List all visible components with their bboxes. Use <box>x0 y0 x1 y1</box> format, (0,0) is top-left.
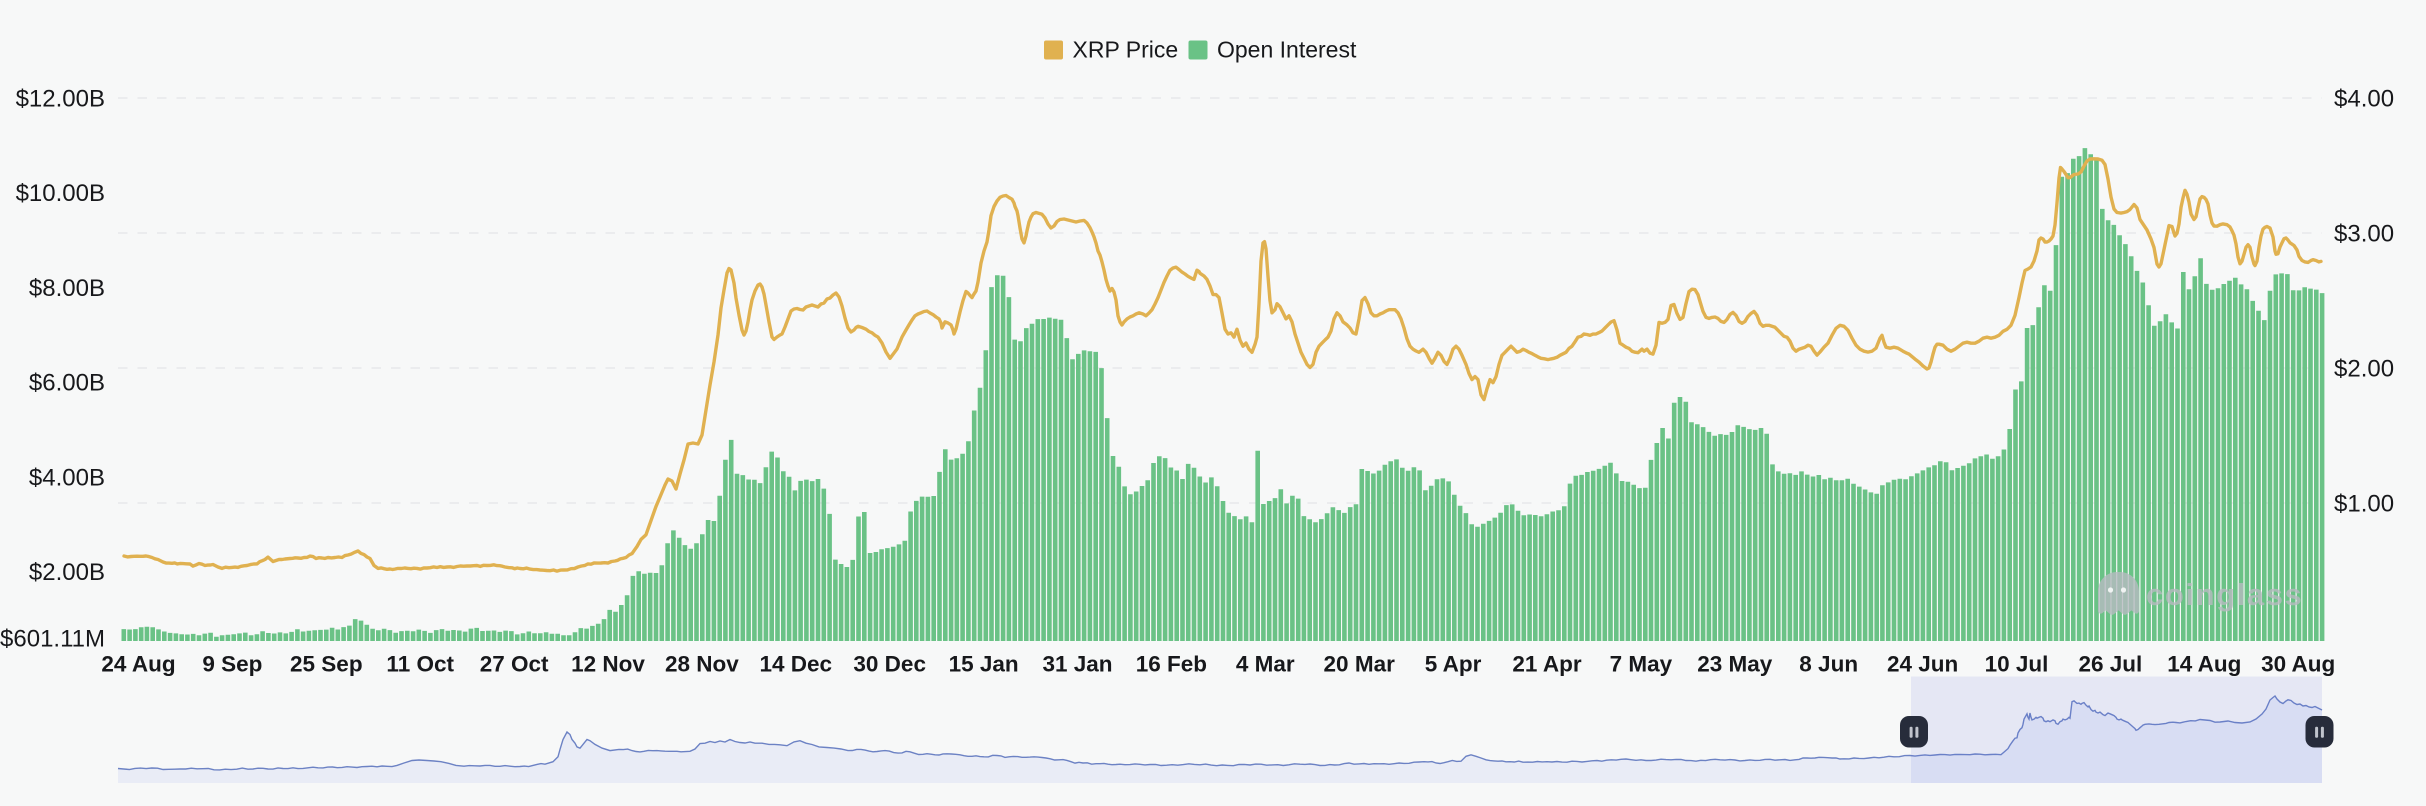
svg-text:30 Aug: 30 Aug <box>2261 652 2335 677</box>
svg-text:25 Sep: 25 Sep <box>290 652 363 677</box>
svg-text:$2.00: $2.00 <box>2334 356 2394 383</box>
svg-text:14 Aug: 14 Aug <box>2167 652 2241 677</box>
svg-text:15 Jan: 15 Jan <box>949 652 1019 677</box>
svg-text:31 Jan: 31 Jan <box>1042 652 1112 677</box>
svg-text:10 Jul: 10 Jul <box>1985 652 2049 677</box>
svg-text:4 Mar: 4 Mar <box>1236 652 1295 677</box>
svg-text:11 Oct: 11 Oct <box>386 652 454 677</box>
svg-text:16 Feb: 16 Feb <box>1136 652 1207 677</box>
svg-text:$4.00: $4.00 <box>2334 86 2394 113</box>
svg-text:Open Interest: Open Interest <box>1217 37 1357 63</box>
svg-text:$8.00B: $8.00B <box>29 275 105 302</box>
svg-text:14 Dec: 14 Dec <box>760 652 833 677</box>
svg-text:24 Aug: 24 Aug <box>101 652 175 677</box>
svg-text:$10.00B: $10.00B <box>16 180 105 207</box>
svg-text:12 Nov: 12 Nov <box>571 652 645 677</box>
svg-text:$3.00: $3.00 <box>2334 221 2394 248</box>
svg-text:coinglass: coinglass <box>2146 577 2303 612</box>
svg-text:$1.00: $1.00 <box>2334 491 2394 518</box>
svg-text:30 Dec: 30 Dec <box>853 652 926 677</box>
svg-text:23 May: 23 May <box>1697 652 1773 677</box>
svg-text:$6.00B: $6.00B <box>29 370 105 397</box>
svg-text:$601.11M: $601.11M <box>0 626 105 653</box>
svg-text:$12.00B: $12.00B <box>16 86 105 113</box>
svg-text:5 Apr: 5 Apr <box>1425 652 1482 677</box>
svg-text:24 Jun: 24 Jun <box>1887 652 1958 677</box>
svg-text:$4.00B: $4.00B <box>29 465 105 492</box>
svg-text:20 Mar: 20 Mar <box>1324 652 1396 677</box>
svg-text:21 Apr: 21 Apr <box>1512 652 1581 677</box>
svg-text:XRP Price: XRP Price <box>1073 37 1179 63</box>
svg-text:27 Oct: 27 Oct <box>480 652 549 677</box>
svg-text:8 Jun: 8 Jun <box>1799 652 1858 677</box>
svg-text:7 May: 7 May <box>1610 652 1673 677</box>
svg-text:$2.00B: $2.00B <box>29 559 105 586</box>
svg-text:9 Sep: 9 Sep <box>202 652 262 677</box>
svg-text:28 Nov: 28 Nov <box>665 652 739 677</box>
svg-text:26 Jul: 26 Jul <box>2079 652 2143 677</box>
